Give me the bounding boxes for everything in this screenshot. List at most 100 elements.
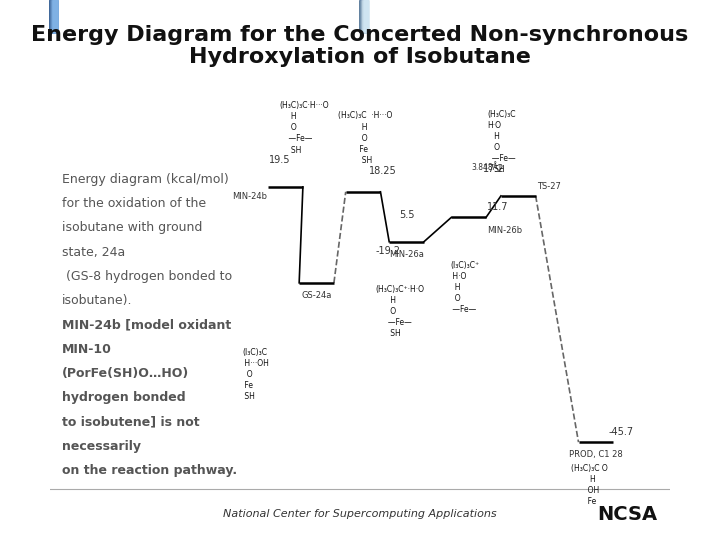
Bar (361, 0, 366, 32)
Bar (361, 0, 364, 32)
Bar (361, 0, 365, 32)
Bar (50, 0, 55, 32)
Bar (52, 0, 55, 32)
Bar (50, 0, 54, 32)
Bar (51, 0, 55, 32)
Text: 19.5: 19.5 (269, 156, 290, 165)
Bar (52, 0, 55, 32)
Bar (52, 0, 56, 32)
Bar (363, 0, 366, 32)
Bar (51, 0, 55, 32)
Bar (52, 0, 56, 32)
Text: Hydroxylation of Isobutane: Hydroxylation of Isobutane (189, 46, 531, 67)
Bar (361, 0, 366, 32)
Bar (53, 0, 57, 32)
Bar (360, 0, 364, 32)
Bar (53, 0, 57, 32)
Bar (52, 0, 56, 32)
Bar (364, 0, 367, 32)
Bar (53, 0, 57, 32)
Bar (52, 0, 55, 32)
Bar (364, 0, 367, 32)
Bar (361, 0, 365, 32)
Bar (363, 0, 366, 32)
Bar (363, 0, 366, 32)
Bar (361, 0, 365, 32)
Bar (363, 0, 367, 32)
Text: for the oxidation of the: for the oxidation of the (62, 197, 206, 210)
Bar (50, 0, 53, 32)
Text: Energy diagram (kcal/mol): Energy diagram (kcal/mol) (62, 173, 229, 186)
Bar (364, 0, 368, 32)
Text: (H₃C)₃C
H·O
   H
   O
  —Fe—
   SH: (H₃C)₃C H·O H O —Fe— SH (487, 110, 516, 174)
Bar (362, 0, 366, 32)
Bar (50, 0, 54, 32)
Bar (362, 0, 366, 32)
Bar (361, 0, 365, 32)
Bar (362, 0, 366, 32)
Bar (53, 0, 57, 32)
Bar (361, 0, 364, 32)
Bar (364, 0, 367, 32)
Bar (363, 0, 366, 32)
Bar (53, 0, 58, 32)
Text: (H₃C)₃C O
        H
       OH
       Fe: (H₃C)₃C O H OH Fe (571, 464, 608, 506)
Bar (50, 0, 54, 32)
Bar (360, 0, 364, 32)
Bar (363, 0, 367, 32)
Bar (50, 0, 53, 32)
Bar (363, 0, 367, 32)
Bar (361, 0, 364, 32)
Bar (364, 0, 367, 32)
Bar (51, 0, 55, 32)
Bar (361, 0, 366, 32)
Bar (51, 0, 55, 32)
Bar (362, 0, 366, 32)
Bar (361, 0, 364, 32)
Text: to isobutene] is not: to isobutene] is not (62, 416, 199, 429)
Bar (52, 0, 55, 32)
Bar (364, 0, 368, 32)
Text: NCSA: NCSA (597, 504, 657, 524)
Bar (362, 0, 366, 32)
Text: 17.2: 17.2 (482, 164, 504, 174)
Bar (360, 0, 364, 32)
Text: MIN-10: MIN-10 (62, 343, 112, 356)
Bar (360, 0, 364, 32)
Bar (51, 0, 55, 32)
Bar (50, 0, 54, 32)
Bar (53, 0, 56, 32)
Text: hydrogen bonded: hydrogen bonded (62, 392, 186, 404)
Bar (361, 0, 365, 32)
Bar (363, 0, 366, 32)
Bar (53, 0, 56, 32)
Bar (50, 0, 54, 32)
Bar (53, 0, 57, 32)
Bar (50, 0, 54, 32)
Bar (364, 0, 367, 32)
Bar (363, 0, 367, 32)
Bar (53, 0, 56, 32)
Bar (53, 0, 56, 32)
Text: (H₃C)₃C⁺·H·O
      H
      O
     —Fe—
      SH: (H₃C)₃C⁺·H·O H O —Fe— SH (376, 285, 425, 339)
Bar (362, 0, 366, 32)
Bar (360, 0, 364, 32)
Bar (51, 0, 55, 32)
Text: 11.7: 11.7 (487, 202, 509, 212)
Bar (50, 0, 55, 32)
Bar (362, 0, 366, 32)
Bar (50, 0, 54, 32)
Bar (51, 0, 55, 32)
Bar (53, 0, 57, 32)
Bar (361, 0, 365, 32)
Bar (53, 0, 56, 32)
Bar (52, 0, 55, 32)
Bar (52, 0, 55, 32)
Bar (53, 0, 57, 32)
Text: TS-27: TS-27 (537, 181, 561, 191)
Bar (363, 0, 366, 32)
Bar (52, 0, 55, 32)
Text: (I₃C)₃C⁺
 H·O
  H
  O
 —Fe—: (I₃C)₃C⁺ H·O H O —Fe— (450, 261, 479, 314)
Bar (361, 0, 365, 32)
Bar (51, 0, 55, 32)
